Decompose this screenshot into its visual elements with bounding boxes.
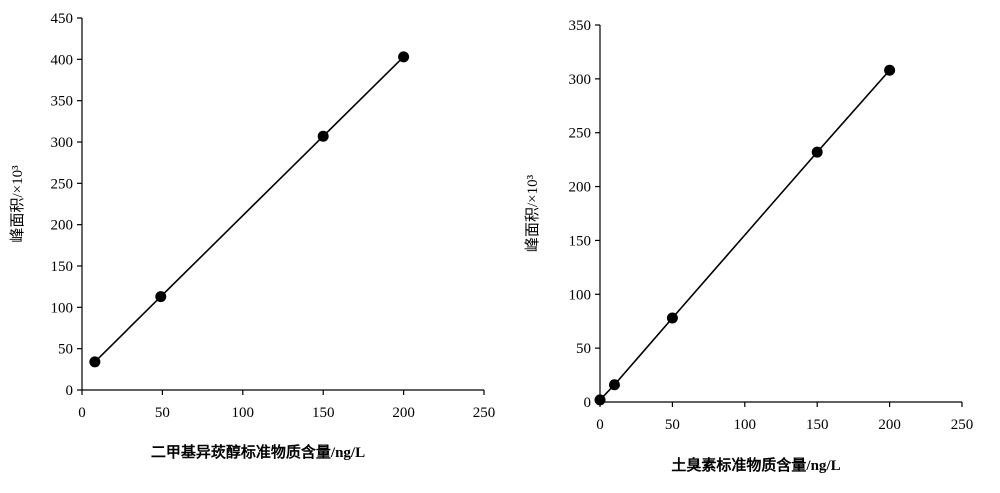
data-point [155,291,167,303]
y-tick-label: 300 [51,135,74,151]
data-point [666,312,678,324]
y-tick-label: 0 [584,395,592,411]
y-tick-label: 50 [576,341,591,357]
x-tick-label: 100 [734,417,757,433]
data-point [398,51,410,63]
x-tick-label: 50 [155,405,170,421]
x-axis-label: 二甲基异莰醇标准物质含量/ng/L [151,443,365,461]
x-tick-label: 200 [392,405,415,421]
y-tick-label: 250 [51,176,74,192]
data-point [89,356,101,368]
y-tick-label: 150 [51,259,74,275]
y-tick-label: 400 [51,52,74,68]
data-point [594,394,606,406]
chart-right: 0 50 100 150 200 250 300 350 0 50 100 150 200 250 土臭素标… [524,18,973,474]
x-tick-label: 250 [951,417,974,433]
x-axis-label: 土臭素标准物质含量/ng/L [671,456,840,474]
y-tick-label: 200 [569,180,592,196]
chart-left: 0 50 100 150 200 250 300 350 400 450 0 50 100 150 200 2… [9,11,495,461]
x-tick-label: 0 [596,417,604,433]
data-point [317,130,329,142]
series-line [94,56,405,363]
y-tick-label: 50 [58,342,73,358]
y-tick-label: 450 [51,11,74,27]
x-tick-label: 0 [78,405,86,421]
y-tick-label: 100 [569,287,592,303]
y-tick-label: 350 [569,18,592,34]
x-tick-label: 250 [473,405,496,421]
x-tick-label: 150 [312,405,335,421]
x-tick-label: 150 [806,417,829,433]
y-tick-label: 100 [51,300,74,316]
y-tick-label: 250 [569,126,592,142]
y-tick-label: 150 [569,233,592,249]
data-point [811,146,823,158]
x-tick-label: 50 [665,417,680,433]
y-tick-label: 0 [66,383,74,399]
series-line [599,69,891,401]
y-tick-label: 300 [569,72,592,88]
x-tick-label: 100 [232,405,255,421]
data-point [608,379,620,391]
y-axis-label: 峰面积/×10³ [524,174,541,252]
y-tick-label: 200 [51,218,74,234]
y-tick-label: 350 [51,94,74,110]
y-axis-label: 峰面积/×10³ [9,165,26,243]
data-point [884,64,896,76]
x-tick-label: 200 [878,417,901,433]
